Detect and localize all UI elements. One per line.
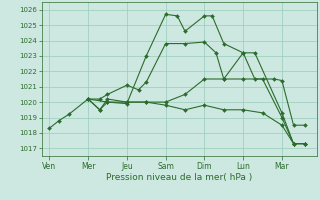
X-axis label: Pression niveau de la mer( hPa ): Pression niveau de la mer( hPa ) xyxy=(106,173,252,182)
